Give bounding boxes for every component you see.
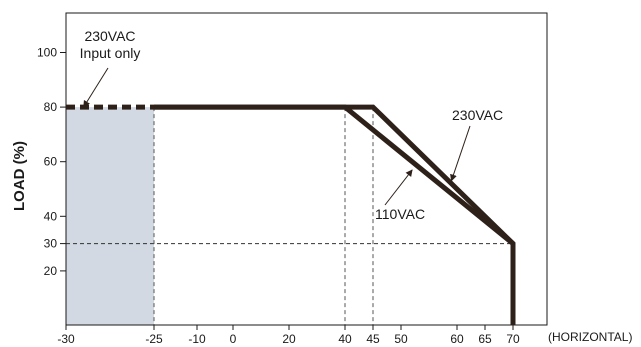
x-tick-label: 70 <box>506 332 520 346</box>
y-tick-label: 60 <box>44 155 58 169</box>
y-tick-label: 30 <box>44 237 58 251</box>
x-tick-label: -10 <box>188 332 206 346</box>
y-tick-label: 20 <box>44 264 58 278</box>
y-tick-label: 40 <box>44 209 58 223</box>
annotation-arrow <box>384 169 413 206</box>
y-tick-label: 80 <box>44 100 58 114</box>
x-tick-label: 20 <box>282 332 296 346</box>
series-line-230vac <box>154 104 516 326</box>
x-tick-label: -30 <box>57 332 75 346</box>
plot-frame <box>65 12 548 326</box>
x-tick-label: 60 <box>450 332 464 346</box>
y-tick-label: 100 <box>37 46 57 60</box>
y-axis-label: LOAD (%) <box>11 141 28 211</box>
annotation-arrow <box>450 125 471 182</box>
shaded-region <box>66 107 154 326</box>
x-tick-label: 45 <box>366 332 380 346</box>
x-tick-label: 50 <box>394 332 408 346</box>
x-tick-label: 0 <box>230 332 237 346</box>
annotation-label: 230VAC <box>452 107 503 123</box>
annotation-label: Input only <box>80 45 141 61</box>
annotation-label: 110VAC <box>375 206 425 222</box>
x-tick-label: 65 <box>478 332 492 346</box>
annotation-label: 230VAC <box>84 28 135 44</box>
x-tick-label: -25 <box>145 332 163 346</box>
x-axis-label: (HORIZONTAL) <box>548 330 632 344</box>
annotation-arrow <box>83 67 109 108</box>
x-tick-label: 40 <box>338 332 352 346</box>
series-line-110vac <box>154 104 515 246</box>
